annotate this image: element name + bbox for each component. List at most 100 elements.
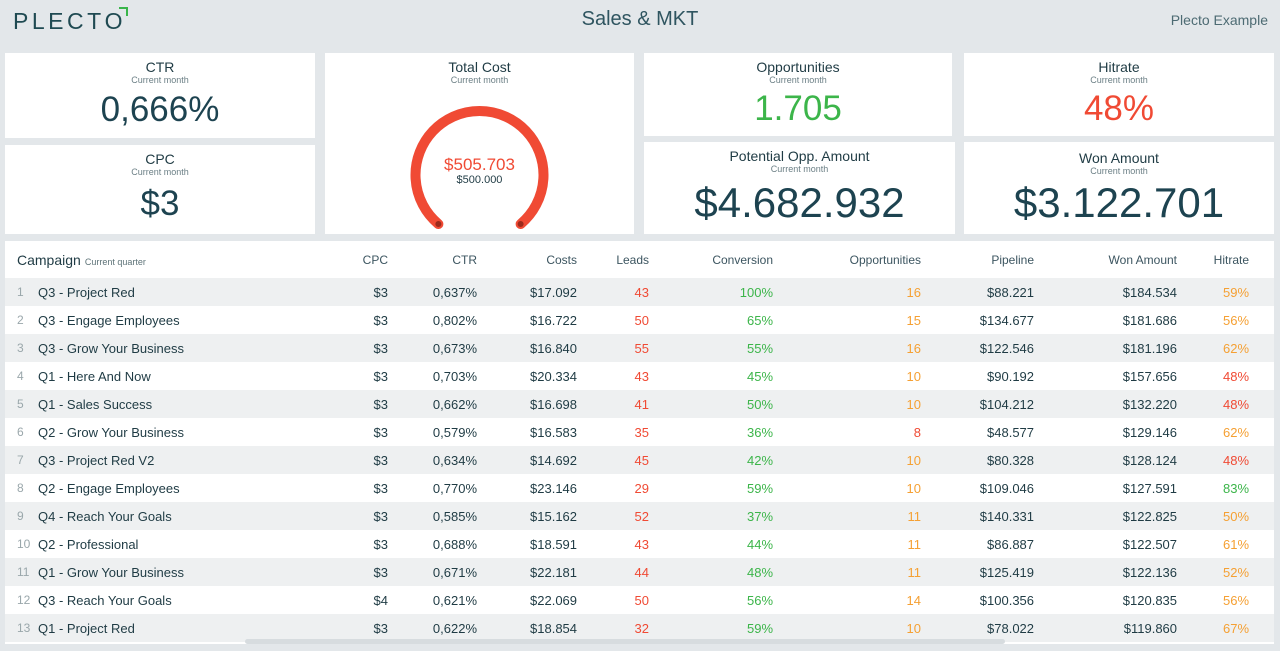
conversion-cell: 36%: [746, 424, 774, 440]
hitrate-cell: 48%: [1177, 390, 1250, 418]
leads-cell: 50: [634, 312, 650, 328]
gauge-end-marker: [517, 221, 524, 228]
ctr-cell: 0,634%: [388, 446, 478, 474]
table-row[interactable]: 1 Q3 - Project Red $3 0,637% $17.092 43 100% 16…: [5, 278, 1275, 306]
ctr-cell: 0,770%: [432, 480, 478, 496]
opportunities-widget[interactable]: Opportunities Current month 1.705: [644, 53, 952, 136]
cpc-cell: $3: [305, 446, 389, 474]
table-row[interactable]: 8 Q2 - Engage Employees $3 0,770% $23.146 29 5…: [5, 474, 1274, 502]
ctr-cell: 0,703%: [432, 368, 478, 384]
hitrate-cell: 62%: [1177, 334, 1250, 362]
column-header[interactable]: Pipeline: [991, 252, 1035, 267]
opportunities-cell: 16: [773, 278, 922, 306]
pipeline-cell: $78.022: [921, 614, 1035, 642]
costs-cell: $22.069: [530, 592, 578, 608]
hitrate-cell: 56%: [1222, 592, 1250, 608]
leads-cell: 43: [577, 278, 650, 306]
widget-period: Current month: [131, 75, 189, 85]
opportunities-cell: 14: [906, 592, 922, 608]
widget-label: Potential Opp. Amount: [729, 148, 870, 164]
conversion-cell: 59%: [649, 614, 774, 642]
cpc-cell: $3: [305, 558, 389, 586]
leads-cell: 43: [634, 536, 650, 552]
leads-cell: 45: [577, 446, 650, 474]
campaign-table-widget[interactable]: Campaign Current quarter CPC CTR Costs Le…: [5, 241, 1275, 644]
table-row[interactable]: 12 Q3 - Reach Your Goals $4 0,621% $22.069 50…: [5, 586, 1274, 614]
widget-period: Current month: [770, 164, 829, 174]
widget-period: Current month: [769, 75, 827, 85]
table-row[interactable]: 5 Q1 - Sales Success $3 0,662% $16.698 41 50% 1…: [5, 390, 1275, 418]
leads-cell: 52: [577, 502, 650, 530]
table-row[interactable]: 9 Q4 - Reach Your Goals $3 0,585% $15.162 52 3…: [5, 502, 1275, 530]
hitrate-cell: 56%: [1222, 312, 1250, 328]
conversion-cell: 45%: [746, 368, 774, 384]
hitrate-widget[interactable]: Hitrate Current month 48%: [964, 53, 1274, 136]
widget-period: Current month: [1090, 166, 1148, 176]
row-spacer: [1249, 278, 1275, 306]
row-spacer: [1249, 586, 1274, 614]
plecto-logo[interactable]: PLECTO: [13, 7, 129, 35]
leads-cell: 43: [634, 368, 650, 384]
row-spacer: [1249, 614, 1275, 642]
cpc-cell: $3: [305, 278, 389, 306]
cpc-cell: $3: [305, 502, 389, 530]
ctr-widget[interactable]: CTR Current month 0,666%: [5, 53, 315, 138]
won-amount-cell: $129.146: [1122, 424, 1178, 440]
conversion-cell: 42%: [649, 446, 774, 474]
table-header-row: Campaign Current quarter CPC CTR Costs Le…: [5, 241, 1274, 278]
costs-cell: $20.334: [530, 368, 578, 384]
total-cost-widget[interactable]: Total Cost Current month $505.703 $500.0…: [325, 53, 634, 234]
cpc-cell: $3: [373, 536, 389, 552]
table-row[interactable]: 7 Q3 - Project Red V2 $3 0,634% $14.692 45 42%…: [5, 446, 1275, 474]
row-index: 11: [5, 558, 38, 586]
row-index: 9: [5, 502, 38, 530]
gauge-chart: [410, 106, 549, 230]
widget-label: CPC: [145, 151, 175, 167]
campaign-name: Q3 - Reach Your Goals: [38, 592, 172, 608]
widget-label: CTR: [145, 59, 175, 75]
conversion-cell: 48%: [649, 558, 774, 586]
hitrate-cell: 48%: [1177, 446, 1250, 474]
pipeline-cell: $86.887: [987, 536, 1035, 552]
row-index: 3: [5, 334, 38, 362]
column-header[interactable]: Leads: [616, 252, 650, 267]
hitrate-cell: 59%: [1177, 278, 1250, 306]
table-row[interactable]: 10 Q2 - Professional $3 0,688% $18.591 43 44% 1…: [5, 530, 1274, 558]
ctr-cell: 0,579%: [432, 424, 478, 440]
row-spacer: [1249, 334, 1275, 362]
table-row[interactable]: 4 Q1 - Here And Now $3 0,703% $20.334 43 45% 10…: [5, 362, 1274, 390]
column-header[interactable]: Hitrate: [1213, 252, 1250, 267]
hitrate-cell: 62%: [1222, 424, 1250, 440]
row-index: 8: [17, 481, 24, 495]
leads-cell: 55: [577, 334, 650, 362]
cpc-widget[interactable]: CPC Current month $3: [5, 145, 315, 234]
pipeline-cell: $100.356: [979, 592, 1035, 608]
column-header[interactable]: CTR: [452, 252, 478, 267]
row-spacer: [1249, 530, 1274, 558]
table-row[interactable]: 13 Q1 - Project Red $3 0,622% $18.854 32 59% 10…: [5, 614, 1275, 642]
column-header[interactable]: Opportunities: [849, 252, 922, 267]
ctr-cell: 0,622%: [388, 614, 478, 642]
widget-label: Won Amount: [1079, 150, 1159, 166]
potential-opp-amount-widget[interactable]: Potential Opp. Amount Current month $4.6…: [644, 142, 955, 234]
campaign-header[interactable]: Campaign Current quarter: [5, 241, 305, 278]
column-header[interactable]: Costs: [546, 252, 578, 267]
table-row[interactable]: 6 Q2 - Grow Your Business $3 0,579% $16.583 3…: [5, 418, 1274, 446]
ctr-cell: 0,688%: [432, 536, 478, 552]
ctr-cell: 0,671%: [388, 558, 478, 586]
column-header[interactable]: CPC: [362, 252, 389, 267]
hitrate-cell: 52%: [1177, 558, 1250, 586]
table-row[interactable]: 3 Q3 - Grow Your Business $3 0,673% $16.840 5…: [5, 334, 1275, 362]
widget-period: Current month: [450, 75, 509, 85]
opportunities-cell: 10: [906, 480, 922, 496]
opportunities-cell: 10: [773, 390, 922, 418]
logo-last-letter: O: [104, 8, 127, 34]
table-row[interactable]: 11 Q1 - Grow Your Business $3 0,671% $22.181…: [5, 558, 1275, 586]
ctr-cell: 0,662%: [388, 390, 478, 418]
column-header[interactable]: Conversion: [712, 252, 774, 267]
ctr-cell: 0,673%: [388, 334, 478, 362]
column-header[interactable]: Won Amount: [1108, 252, 1178, 267]
horizontal-scrollbar[interactable]: [245, 639, 1005, 644]
won-amount-widget[interactable]: Won Amount Current month $3.122.701: [964, 142, 1274, 234]
table-row[interactable]: 2 Q3 - Engage Employees $3 0,802% $16.722 50 6…: [5, 306, 1274, 334]
